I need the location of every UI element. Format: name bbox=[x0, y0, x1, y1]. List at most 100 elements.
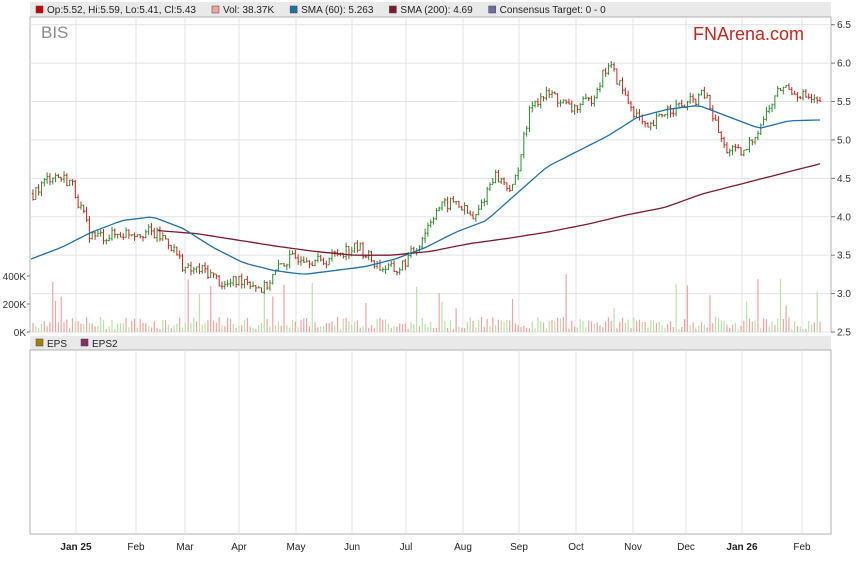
volume-bar bbox=[362, 325, 364, 332]
volume-bar bbox=[119, 323, 122, 332]
volume-bar bbox=[32, 323, 34, 332]
volume-bar bbox=[416, 286, 418, 332]
volume-bar bbox=[746, 301, 748, 332]
volume-bar bbox=[60, 296, 62, 332]
volume-bar bbox=[461, 327, 463, 332]
volume-bar bbox=[384, 319, 387, 332]
volume-bar bbox=[122, 323, 124, 332]
volume-bar bbox=[396, 326, 398, 332]
volume-bar bbox=[114, 329, 116, 332]
volume-bar bbox=[472, 320, 474, 332]
volume-bar bbox=[661, 325, 663, 332]
volume-bar bbox=[238, 326, 240, 332]
volume-bar bbox=[142, 322, 144, 332]
volume-bar bbox=[605, 321, 607, 332]
volume-bar bbox=[77, 320, 79, 332]
volume-bar bbox=[224, 326, 226, 332]
volume-bar bbox=[503, 322, 505, 332]
volume-bar bbox=[641, 321, 643, 332]
eps-legend-swatch bbox=[80, 338, 89, 347]
volume-bar bbox=[463, 328, 466, 332]
volume-axis: 0K 200K 400K bbox=[3, 272, 30, 339]
volume-bar bbox=[43, 320, 45, 332]
volume-bar bbox=[430, 321, 432, 332]
volume-bar bbox=[669, 321, 672, 332]
volume-bar bbox=[681, 326, 683, 332]
volume-bar bbox=[74, 321, 76, 332]
volume-bar bbox=[497, 319, 500, 332]
volume-bar bbox=[85, 317, 88, 332]
volume-bar bbox=[49, 322, 51, 332]
volume-bar bbox=[339, 329, 342, 332]
volume-bar bbox=[201, 324, 203, 332]
volume-bar bbox=[650, 320, 652, 332]
volume-bar bbox=[748, 318, 751, 332]
volume-bar bbox=[686, 285, 689, 332]
volume-bar bbox=[345, 317, 347, 332]
volume-bar bbox=[170, 328, 172, 332]
volume-bar bbox=[260, 322, 263, 332]
volume-bar bbox=[424, 323, 426, 332]
volume-bar bbox=[128, 327, 130, 332]
volume-bar bbox=[370, 325, 373, 332]
volume-bar bbox=[232, 323, 234, 332]
volume-bar bbox=[630, 327, 632, 332]
legend-label: Vol: 38.37K bbox=[223, 5, 274, 16]
volume-bar bbox=[164, 320, 167, 332]
volume-bar bbox=[695, 328, 697, 332]
volume-bars bbox=[32, 274, 821, 332]
volume-bar bbox=[102, 319, 105, 332]
volume-bar bbox=[100, 316, 102, 332]
volume-bar bbox=[576, 327, 579, 332]
volume-bar bbox=[241, 325, 243, 332]
brand-logo: FNArena.com bbox=[693, 24, 804, 44]
volume-bar bbox=[483, 326, 485, 332]
volume-bar bbox=[610, 320, 612, 332]
volume-bar bbox=[286, 324, 288, 332]
x-tick-label: Jun bbox=[344, 542, 360, 553]
legend-swatch bbox=[289, 5, 298, 14]
volume-bar bbox=[196, 321, 198, 332]
volume-bar bbox=[317, 327, 319, 332]
volume-bar bbox=[810, 324, 813, 332]
volume-bar bbox=[534, 328, 536, 332]
volume-bar bbox=[729, 327, 731, 332]
volume-bar bbox=[235, 328, 237, 332]
legend-label: SMA (60): 5.263 bbox=[301, 5, 374, 16]
volume-bar bbox=[351, 324, 353, 332]
volume-bar bbox=[709, 295, 711, 332]
volume-bar bbox=[531, 321, 533, 332]
volume-bar bbox=[706, 327, 708, 332]
volume-bar bbox=[466, 322, 469, 332]
volume-bar bbox=[734, 322, 736, 332]
volume-bar bbox=[655, 322, 657, 332]
volume-bar bbox=[421, 317, 423, 332]
volume-bar bbox=[802, 329, 804, 332]
legend-swatch bbox=[488, 5, 496, 14]
volume-bar bbox=[359, 327, 361, 332]
volume-bar bbox=[712, 323, 714, 332]
volume-bar bbox=[540, 321, 542, 332]
volume-bar bbox=[283, 284, 285, 332]
eps-legend-label: EPS2 bbox=[92, 339, 118, 350]
volume-bar bbox=[565, 274, 567, 332]
volume-bar bbox=[328, 323, 330, 332]
volume-bar bbox=[173, 325, 175, 332]
volume-bar bbox=[249, 326, 251, 332]
volume-bar bbox=[181, 327, 184, 332]
volume-bar bbox=[715, 316, 717, 332]
volume-bar bbox=[624, 322, 626, 332]
volume-bar bbox=[187, 279, 189, 332]
volume-bar bbox=[373, 327, 375, 332]
volume-bar bbox=[684, 319, 686, 332]
price-tick-label: 6.5 bbox=[837, 20, 851, 31]
volume-bar bbox=[379, 317, 381, 332]
volume-bar bbox=[66, 319, 68, 332]
price-tick-label: 5.5 bbox=[837, 97, 851, 108]
volume-bar bbox=[492, 317, 494, 332]
volume-bar bbox=[193, 317, 195, 332]
volume-bar bbox=[689, 325, 691, 332]
legend: Op:5.52, Hi:5.59, Lo:5.41, Cl:5.43 Vol: 3… bbox=[35, 5, 606, 16]
volume-bar bbox=[306, 318, 308, 332]
volume-bar bbox=[117, 323, 119, 332]
